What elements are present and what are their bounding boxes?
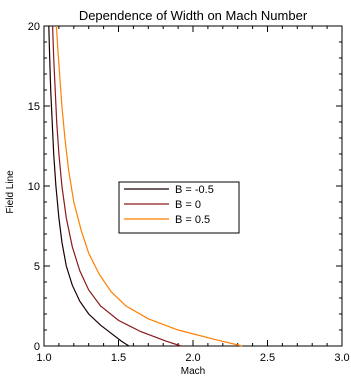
legend-label: B = 0 xyxy=(175,199,201,211)
y-tick-label: 0 xyxy=(34,341,40,353)
y-tick-label: 5 xyxy=(34,261,40,273)
x-axis-label: Mach xyxy=(181,366,205,377)
y-tick-label: 20 xyxy=(28,21,40,33)
y-axis-label: Field Line xyxy=(5,170,16,214)
legend-label: B = 0.5 xyxy=(175,214,210,226)
series-lines xyxy=(48,25,243,347)
x-tick-label: 1.0 xyxy=(36,352,51,364)
y-tick-label: 10 xyxy=(28,181,40,193)
x-tick-label: 2.0 xyxy=(185,352,200,364)
x-tick-label: 2.5 xyxy=(260,352,275,364)
legend-box xyxy=(118,181,240,234)
series-line xyxy=(48,25,130,347)
legend: B = -0.5 B = 0 B = 0.5 xyxy=(118,181,240,234)
y-tick-label: 15 xyxy=(28,101,40,113)
legend-label: B = -0.5 xyxy=(175,184,214,196)
x-tick-label: 3.0 xyxy=(334,352,349,364)
chart-title: Dependence of Width on Mach Number xyxy=(79,8,308,23)
series-line xyxy=(55,25,243,347)
x-tick-label: 1.5 xyxy=(111,352,126,364)
series-line xyxy=(52,25,182,347)
